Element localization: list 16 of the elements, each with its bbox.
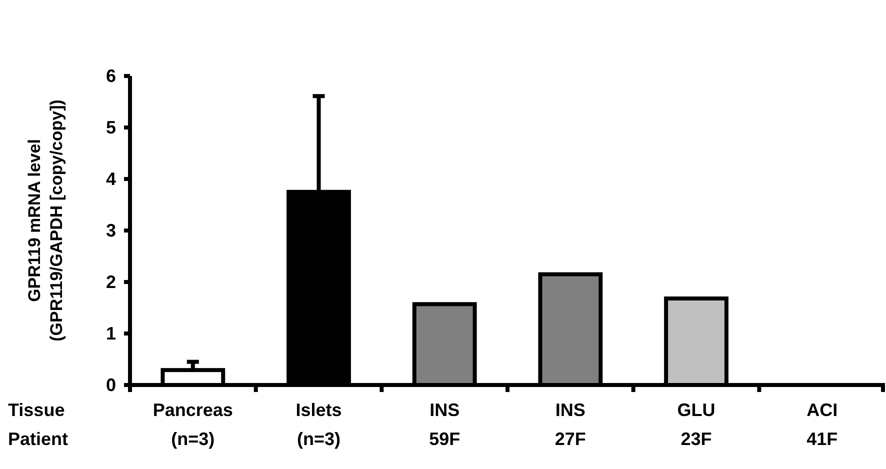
- x-tick-label: INS 27F: [554, 400, 586, 449]
- x-tick-label: GLU 23F: [677, 400, 716, 449]
- x-tick-label: ACI 41F: [806, 400, 838, 449]
- x-tick-label: Pancreas (n=3): [152, 400, 233, 449]
- y-tick-label: 5: [106, 117, 116, 138]
- text: Tissue: [8, 400, 65, 420]
- x-tick-label: INS 59F: [429, 400, 460, 449]
- y-tick-label: 6: [106, 66, 116, 86]
- x-tick-label: Islets (n=3): [296, 400, 342, 449]
- y-tick-label: 2: [106, 272, 116, 292]
- y-tick-label: 3: [106, 220, 116, 240]
- y-tick-label: 4: [106, 168, 116, 189]
- y-tick-label: 1: [106, 323, 116, 344]
- y-axis-title: GPR119 mRNA level (GPR119/GAPDH [copy/copy]): [25, 100, 66, 342]
- y-tick-label: 0: [106, 374, 116, 395]
- text: Patient: [8, 429, 68, 449]
